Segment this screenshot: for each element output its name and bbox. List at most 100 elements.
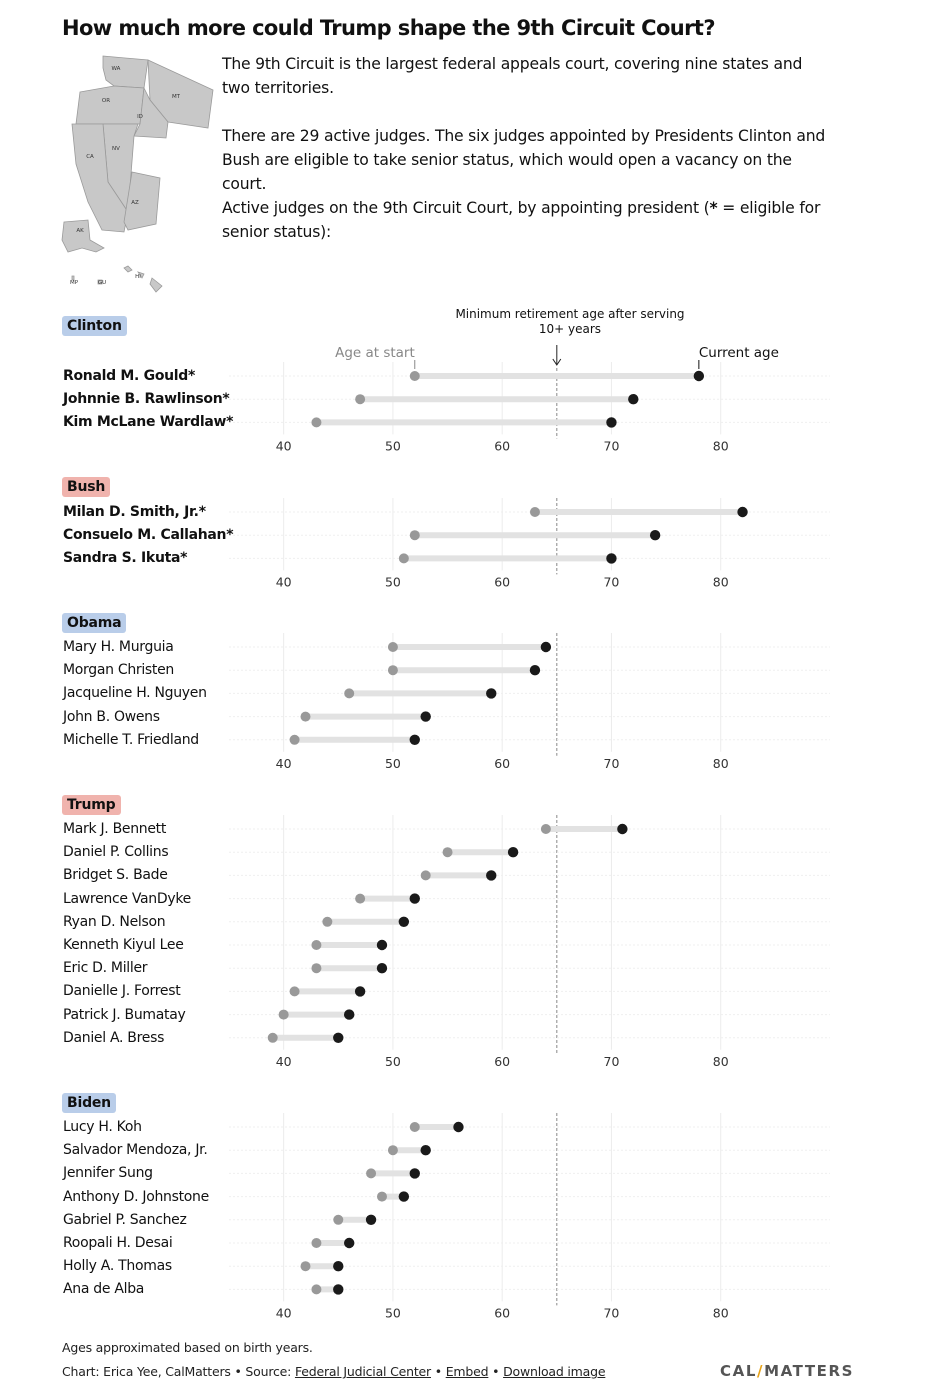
start-age-dot	[420, 870, 431, 881]
judge-name: Sandra S. Ikuta*	[63, 550, 188, 567]
map-state-ak	[61, 219, 105, 253]
start-age-dot	[300, 711, 311, 722]
start-age-dot	[387, 1145, 398, 1156]
x-tick-label-70: 70	[604, 756, 620, 771]
map-state-wa	[102, 55, 149, 89]
map-state-hi	[123, 265, 163, 293]
judge-name: Kim McLane Wardlaw*	[63, 414, 234, 431]
map-territory-gu	[97, 279, 103, 285]
start-age-dot	[409, 1121, 420, 1132]
dumbbell-plot-trump: 40 50 60 70 80	[229, 814, 830, 1069]
source-link[interactable]: Federal Judicial Center	[294, 1364, 431, 1379]
start-age-dot	[344, 688, 355, 699]
map-label-mt: MT	[172, 94, 181, 100]
embed-link[interactable]: Embed	[445, 1364, 489, 1379]
judge-name: Milan D. Smith, Jr.*	[63, 504, 206, 520]
map-label-az: AZ	[131, 200, 139, 206]
map-label-nv: NV	[112, 146, 120, 152]
start-age-dot	[398, 553, 409, 564]
download-image-link[interactable]: Download image	[503, 1364, 606, 1379]
start-age-dot	[366, 1168, 377, 1179]
x-tick-label-40: 40	[276, 438, 292, 453]
judge-name: Danielle J. Forrest	[63, 983, 181, 1000]
x-tick-label-60: 60	[494, 1054, 510, 1069]
map-state-id	[133, 86, 169, 139]
judge-name: Jennifer Sung	[63, 1165, 153, 1182]
credit-prefix: Chart: Erica Yee, CalMatters • Source:	[62, 1364, 295, 1379]
current-age-dot	[453, 1121, 464, 1133]
current-age-dot	[409, 893, 420, 904]
x-tick-label-50: 50	[385, 1054, 401, 1069]
intro-paragraph-2: There are 29 active judges. The six judg…	[222, 127, 826, 193]
intro-paragraph-3: Active judges on the 9th Circuit Court, …	[222, 196, 832, 244]
current-age-dot	[409, 734, 420, 745]
start-age-dot	[355, 893, 366, 904]
x-tick-label-80: 80	[713, 1305, 729, 1320]
calmatters-logo[interactable]: CAL/MATTERS	[720, 1362, 854, 1380]
current-age-dot	[649, 529, 661, 541]
judge-name: Consuelo M. Callahan*	[63, 527, 234, 544]
age-at-start-label: Age at start	[335, 345, 415, 361]
current-age-dot	[737, 506, 748, 518]
current-age-dot	[529, 664, 541, 676]
current-age-label: Current age	[699, 345, 779, 361]
map-label-or: OR	[102, 98, 110, 104]
start-age-dot	[311, 417, 322, 428]
current-age-dot	[354, 986, 366, 997]
x-tick-label-40: 40	[276, 756, 292, 771]
x-tick-label-40: 40	[276, 574, 292, 589]
map-label-hi: HI	[135, 274, 141, 280]
x-tick-label-50: 50	[385, 1305, 401, 1320]
x-tick-label-70: 70	[604, 1305, 620, 1320]
start-age-dot	[311, 1284, 322, 1295]
judge-name: Michelle T. Friedland	[63, 731, 199, 748]
x-tick-label-50: 50	[385, 438, 401, 453]
current-age-dot	[486, 870, 497, 881]
intro-p3-after: = eligible for senior status):	[222, 199, 821, 241]
judge-name: Ana de Alba	[63, 1281, 145, 1298]
x-tick-label-60: 60	[494, 438, 510, 453]
x-tick-label-70: 70	[604, 1054, 620, 1069]
current-age-dot	[365, 1214, 377, 1225]
judge-name: Mark J. Bennett	[63, 821, 167, 837]
x-tick-label-80: 80	[713, 756, 729, 771]
start-age-dot	[300, 1261, 311, 1272]
current-age-dot	[398, 1191, 410, 1202]
current-age-dot	[486, 688, 497, 699]
current-age-dot	[420, 711, 431, 722]
start-age-dot	[529, 506, 540, 517]
judge-name: Daniel P. Collins	[63, 844, 169, 861]
intro-paragraph-1: The 9th Circuit is the largest federal a…	[222, 55, 803, 97]
start-age-dot	[278, 1009, 289, 1020]
current-age-dot	[333, 1284, 344, 1295]
judge-name: Holly A. Thomas	[63, 1258, 172, 1275]
intro-p3-before: Active judges on the 9th Circuit Court, …	[222, 199, 710, 217]
intro-p3-asterisk: *	[709, 199, 718, 217]
judge-name: Anthony D. Johnstone	[63, 1188, 209, 1205]
dumbbell-plot-biden: 40 50 60 70 80	[229, 1112, 830, 1320]
judge-name: Lawrence VanDyke	[63, 890, 191, 907]
credit-sep-1: •	[430, 1364, 446, 1379]
logo-part-1: CAL	[720, 1362, 757, 1380]
dumbbell-plot-clinton: 40 50 60 70 80 Minimum retirement age after s…	[229, 307, 830, 453]
president-tag-biden: Biden	[62, 1093, 116, 1113]
x-tick-label-80: 80	[713, 574, 729, 589]
map-label-mp: MP	[70, 280, 79, 286]
min-retirement-label-line-2: 10+ years	[539, 322, 601, 336]
current-age-dot	[376, 962, 388, 974]
x-tick-label-40: 40	[276, 1305, 292, 1320]
map-label-ca: CA	[86, 154, 94, 160]
current-age-dot	[344, 1237, 355, 1249]
x-tick-label-40: 40	[276, 1054, 292, 1069]
footer-note: Ages approximated based on birth years.	[62, 1340, 313, 1355]
map-territory-mp	[71, 275, 75, 281]
current-age-dot	[376, 939, 388, 951]
start-age-dot	[409, 370, 420, 381]
x-tick-label-50: 50	[385, 574, 401, 589]
logo-accent-mark: /	[756, 1362, 765, 1380]
min-retirement-arrowhead	[552, 358, 562, 366]
x-tick-label-60: 60	[494, 756, 510, 771]
logo-part-2: MATTERS	[764, 1362, 855, 1380]
judge-name: Morgan Christen	[63, 662, 175, 679]
judge-name: Salvador Mendoza, Jr.	[63, 1142, 208, 1159]
